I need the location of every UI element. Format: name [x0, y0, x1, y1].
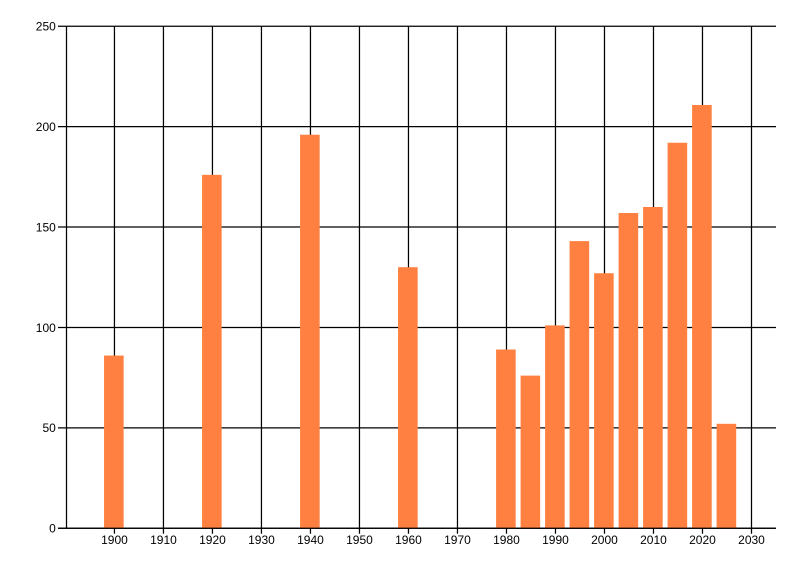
svg-text:250: 250: [36, 20, 56, 34]
svg-text:1900: 1900: [101, 533, 128, 547]
svg-text:200: 200: [36, 120, 56, 134]
svg-text:1920: 1920: [199, 533, 226, 547]
svg-text:100: 100: [36, 321, 56, 335]
svg-text:50: 50: [42, 421, 56, 435]
svg-text:2030: 2030: [738, 533, 765, 547]
svg-text:1970: 1970: [444, 533, 471, 547]
svg-text:1940: 1940: [297, 533, 324, 547]
svg-text:2020: 2020: [689, 533, 716, 547]
svg-text:1930: 1930: [248, 533, 275, 547]
svg-text:150: 150: [36, 220, 56, 234]
svg-text:1990: 1990: [542, 533, 569, 547]
svg-text:1960: 1960: [395, 533, 422, 547]
svg-text:2010: 2010: [640, 533, 667, 547]
svg-text:2000: 2000: [591, 533, 618, 547]
svg-text:1910: 1910: [150, 533, 177, 547]
svg-text:1980: 1980: [493, 533, 520, 547]
svg-text:1950: 1950: [346, 533, 373, 547]
svg-text:0: 0: [49, 522, 56, 536]
